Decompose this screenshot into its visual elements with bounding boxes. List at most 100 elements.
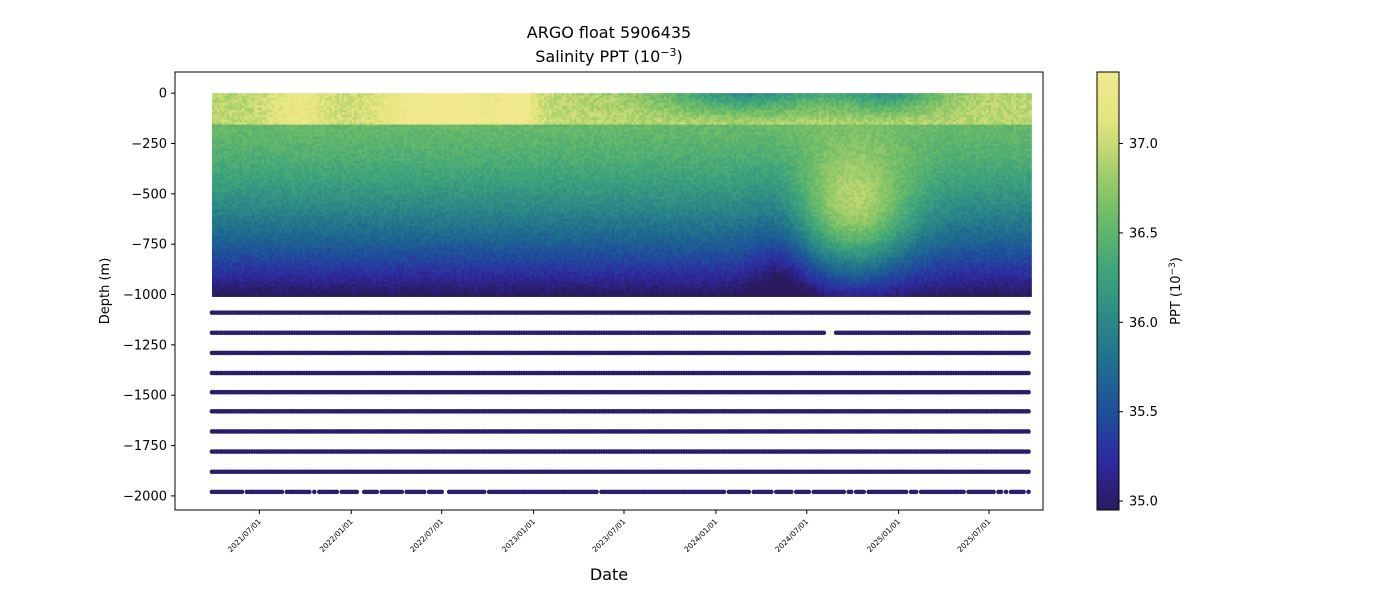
salinity-cell (229, 250, 233, 254)
salinity-cell (281, 242, 286, 247)
salinity-cell (274, 117, 278, 121)
salinity-cell (219, 119, 223, 123)
salinity-cell (281, 192, 286, 196)
salinity-cell (229, 122, 233, 126)
salinity-cell (284, 213, 288, 218)
salinity-cell (251, 238, 256, 242)
salinity-cell (234, 192, 238, 196)
salinity-cell (236, 211, 241, 215)
salinity-cell (229, 172, 233, 177)
salinity-cell (239, 97, 243, 102)
salinity-cell (276, 226, 281, 230)
salinity-cell (236, 151, 241, 155)
salinity-cell (259, 168, 263, 172)
salinity-cell (214, 279, 218, 283)
salinity-cell (264, 172, 268, 177)
salinity-cell (254, 238, 258, 242)
salinity-cell (281, 124, 286, 128)
salinity-cell (279, 211, 283, 215)
salinity-cell (249, 262, 253, 266)
salinity-cell (211, 226, 216, 230)
salinity-cell (271, 201, 276, 206)
salinity-cell (224, 189, 228, 194)
salinity-cell (219, 134, 223, 138)
salinity-cell (216, 170, 221, 174)
salinity-cell (236, 175, 241, 179)
salinity-cell (214, 158, 218, 162)
salinity-cell (211, 170, 216, 174)
salinity-cell (281, 136, 286, 140)
salinity-cell (214, 194, 218, 198)
salinity-cell (261, 175, 266, 179)
salinity-cell (229, 168, 233, 172)
salinity-cell (274, 197, 278, 201)
salinity-cell (271, 269, 276, 273)
salinity-cell (266, 279, 271, 283)
salinity-cell (214, 284, 218, 288)
salinity-cell (246, 279, 251, 283)
salinity-cell (216, 100, 221, 104)
salinity-cell (239, 160, 243, 165)
salinity-cell (211, 136, 216, 140)
salinity-cell (284, 218, 288, 223)
salinity-cell (224, 247, 228, 252)
salinity-cell (266, 276, 271, 281)
salinity-cell (264, 279, 268, 283)
salinity-cell (246, 129, 251, 133)
salinity-cell (216, 148, 221, 152)
salinity-cell (216, 184, 221, 189)
salinity-cell (254, 230, 258, 235)
salinity-cell (219, 213, 223, 218)
salinity-cell (279, 213, 283, 218)
salinity-cell (239, 155, 243, 160)
salinity-cell (244, 177, 248, 181)
salinity-cell (269, 269, 273, 273)
salinity-cell (246, 189, 251, 194)
salinity-cell (284, 131, 288, 136)
salinity-cell (264, 143, 268, 148)
salinity-cell (219, 293, 223, 297)
salinity-cell (246, 134, 251, 138)
salinity-cell (251, 163, 256, 167)
salinity-cell (241, 226, 246, 230)
salinity-cell (211, 105, 216, 109)
salinity-cell (224, 107, 228, 111)
salinity-cell (271, 281, 276, 285)
salinity-cell (254, 189, 258, 194)
salinity-cell (269, 228, 273, 232)
salinity-cell (279, 97, 283, 102)
salinity-cell (211, 126, 216, 131)
salinity-cell (224, 119, 228, 123)
salinity-cell (261, 257, 266, 261)
salinity-cell (231, 199, 236, 203)
salinity-cell (249, 226, 253, 230)
salinity-cell (254, 177, 258, 181)
salinity-cell (264, 175, 268, 179)
salinity-cell (264, 114, 268, 119)
salinity-cell (264, 158, 268, 162)
salinity-cell (264, 252, 268, 256)
salinity-cell (251, 197, 256, 201)
salinity-cell (276, 291, 281, 295)
salinity-cell (279, 143, 283, 148)
salinity-cell (214, 247, 218, 252)
salinity-cell (219, 233, 223, 237)
salinity-cell (236, 134, 241, 138)
salinity-cell (261, 293, 266, 297)
salinity-cell (279, 172, 283, 177)
salinity-cell (214, 143, 218, 148)
salinity-cell (216, 155, 221, 160)
salinity-cell (251, 242, 256, 247)
salinity-cell (216, 114, 221, 119)
salinity-cell (284, 209, 288, 213)
salinity-cell (276, 201, 281, 206)
salinity-cell (261, 148, 266, 152)
salinity-cell (229, 267, 233, 271)
salinity-cell (259, 197, 263, 201)
salinity-cell (229, 136, 233, 140)
salinity-cell (226, 165, 231, 169)
salinity-cell (246, 247, 251, 252)
salinity-cell (276, 158, 281, 162)
salinity-cell (211, 180, 216, 184)
salinity-cell (269, 199, 273, 203)
